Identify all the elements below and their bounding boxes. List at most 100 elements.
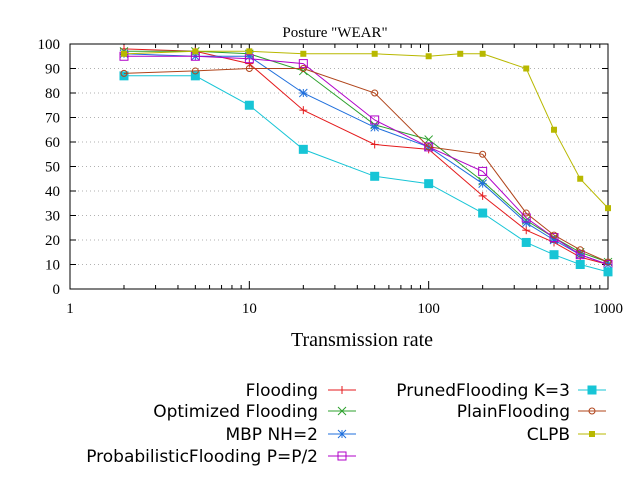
y-tick-label: 100	[38, 37, 61, 53]
data-point	[299, 106, 308, 115]
legend-entry: Flooding	[246, 381, 356, 401]
data-point	[577, 175, 584, 182]
data-point	[244, 54, 254, 64]
legend-label: ProbabilisticFlooding P=P/2	[86, 447, 318, 467]
data-point	[478, 179, 488, 189]
legend-entry: MBP NH=2	[225, 425, 356, 445]
legend-entry: CLPB	[527, 425, 606, 445]
data-point	[605, 205, 611, 212]
data-point	[478, 191, 487, 200]
series-4	[119, 71, 613, 277]
data-point	[245, 59, 254, 68]
x-tick-label: 10	[242, 301, 257, 317]
series-line	[123, 48, 609, 265]
data-point	[370, 140, 379, 149]
legend-marker	[338, 386, 346, 394]
data-point	[371, 89, 379, 97]
legend-label: PlainFlooding	[457, 402, 570, 422]
y-tick-label: 90	[45, 62, 60, 78]
data-point	[298, 59, 308, 69]
legend-marker	[587, 385, 597, 395]
data-point	[457, 50, 464, 57]
legend-entry: Optimized Flooding	[153, 402, 356, 422]
y-tick-label: 10	[45, 258, 60, 274]
legend-marker	[337, 451, 347, 461]
data-point	[522, 226, 531, 235]
x-tick-label: 100	[417, 301, 440, 317]
grid-layer	[70, 68, 608, 265]
data-point	[424, 179, 434, 189]
x-tick-label: 1	[66, 301, 74, 317]
data-point	[424, 142, 434, 152]
data-point	[370, 122, 380, 132]
legend-marker	[337, 406, 347, 416]
series-line	[123, 68, 609, 263]
data-point	[549, 250, 559, 260]
data-point	[550, 231, 558, 239]
series-5	[120, 65, 612, 266]
legend-entry: PrunedFlooding K=3	[396, 381, 606, 401]
data-point	[245, 65, 253, 72]
data-point	[425, 53, 432, 60]
data-point	[298, 88, 308, 98]
data-point	[425, 143, 433, 151]
series-6	[120, 48, 611, 212]
data-point	[551, 126, 558, 133]
series-3	[119, 51, 613, 269]
data-point	[575, 250, 585, 260]
data-point	[576, 246, 584, 254]
data-point	[370, 115, 380, 125]
data-point	[192, 48, 199, 55]
legend-label: MBP NH=2	[225, 425, 318, 445]
legend-label: Optimized Flooding	[153, 402, 318, 422]
y-tick-label: 20	[45, 233, 60, 249]
data-point	[479, 150, 487, 158]
legend-marker	[588, 407, 596, 415]
series-line	[124, 50, 609, 263]
data-point	[371, 50, 378, 57]
data-point	[120, 50, 127, 57]
data-point	[120, 69, 128, 77]
data-point	[521, 237, 531, 247]
data-point	[370, 171, 380, 181]
y-tick-label: 70	[45, 111, 60, 127]
series-line	[124, 55, 609, 265]
data-point	[522, 209, 530, 217]
data-point	[603, 267, 613, 277]
data-point	[119, 71, 129, 81]
y-tick-label: 80	[45, 86, 60, 102]
y-tick-label: 60	[45, 135, 60, 151]
data-point	[523, 65, 530, 72]
series-line	[123, 50, 609, 209]
y-tick-label: 40	[45, 184, 60, 200]
legend-label: CLPB	[527, 425, 570, 445]
data-point	[246, 48, 253, 55]
data-point	[479, 50, 486, 57]
data-point	[521, 213, 531, 223]
x-tick-label: 1000	[593, 301, 623, 317]
chart-title: Posture "WEAR"	[282, 25, 387, 41]
y-tick-label: 30	[45, 209, 60, 225]
series-layer	[119, 44, 613, 277]
legend-label: PrunedFlooding K=3	[396, 381, 570, 401]
series-line	[123, 53, 609, 265]
y-tick-label: 50	[45, 160, 60, 176]
legend-label: Flooding	[246, 381, 318, 401]
data-point	[299, 65, 307, 72]
data-point	[604, 258, 612, 266]
data-point	[575, 260, 585, 269]
x-axis-label: Transmission rate	[291, 329, 433, 351]
legend-entry: ProbabilisticFlooding P=P/2	[86, 447, 356, 467]
data-point	[478, 208, 488, 218]
series-line	[124, 75, 609, 273]
y-tick-label: 0	[53, 282, 61, 298]
data-point	[298, 144, 308, 154]
data-point	[424, 135, 434, 144]
data-point	[191, 67, 199, 75]
data-point	[478, 166, 488, 176]
data-point	[244, 100, 254, 110]
legend-entry: PlainFlooding	[457, 402, 606, 422]
